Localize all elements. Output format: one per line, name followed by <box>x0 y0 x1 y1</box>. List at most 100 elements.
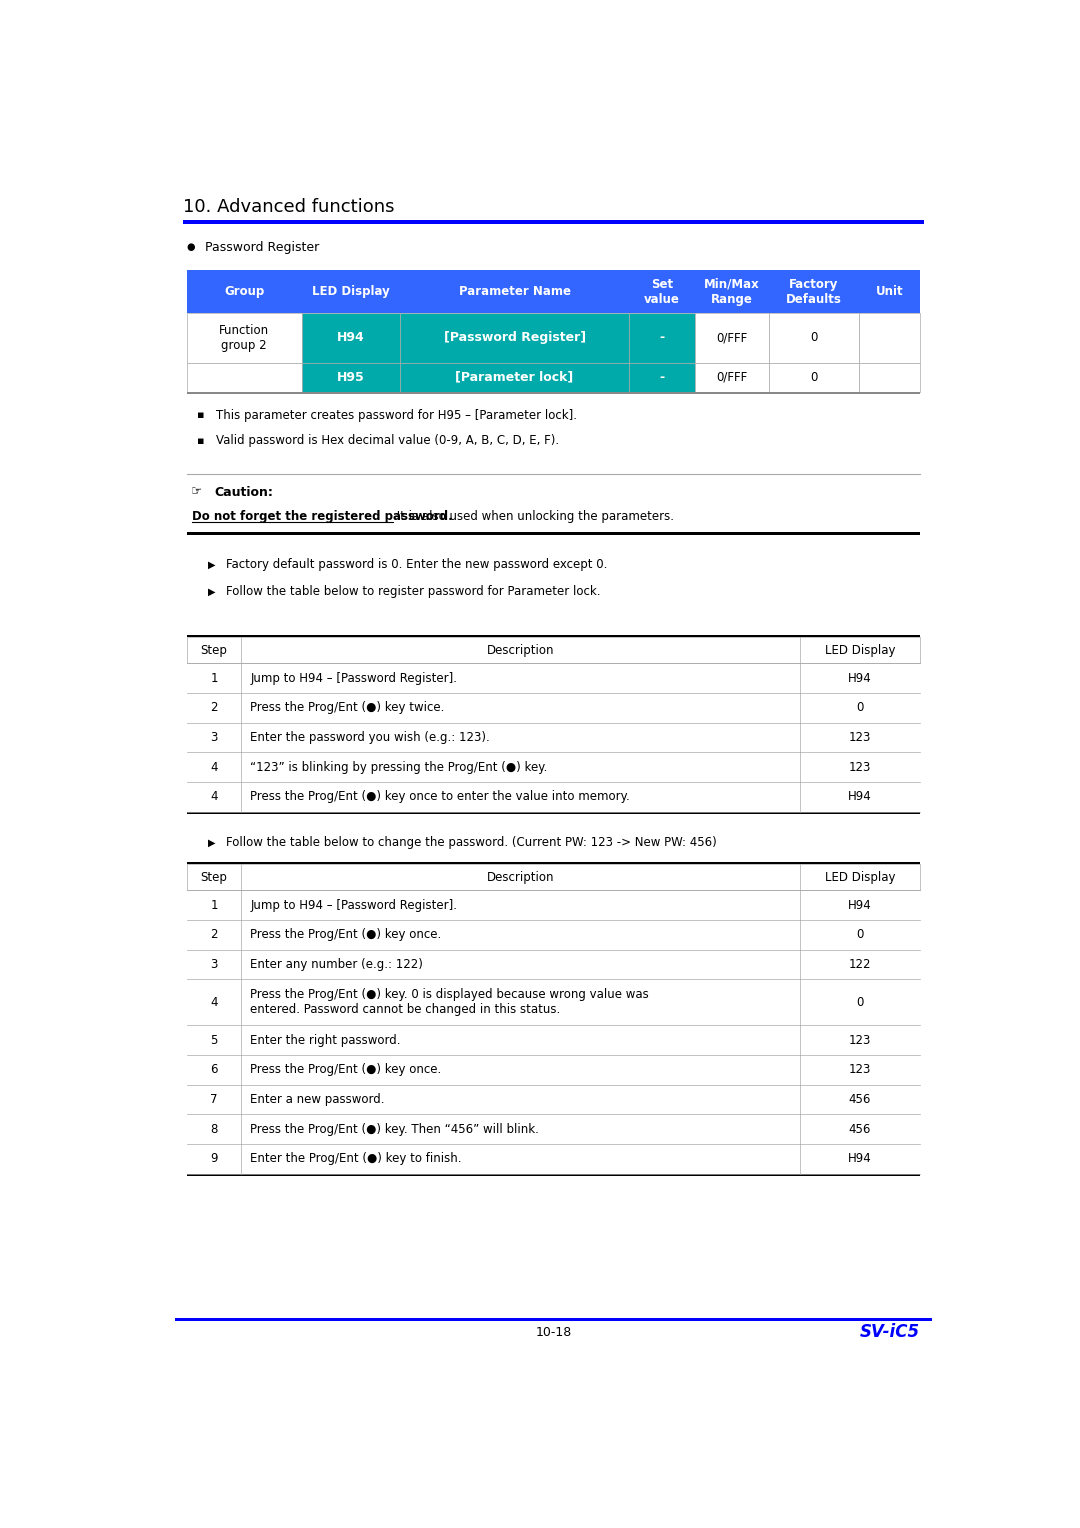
FancyBboxPatch shape <box>187 863 920 891</box>
Text: Description: Description <box>487 871 554 883</box>
FancyBboxPatch shape <box>187 811 920 813</box>
Text: Enter a new password.: Enter a new password. <box>251 1093 384 1106</box>
Text: ●: ● <box>187 243 195 252</box>
Text: H94: H94 <box>848 672 872 685</box>
Text: 123: 123 <box>849 1033 872 1047</box>
Text: 122: 122 <box>849 958 872 970</box>
Text: Min/Max
Range: Min/Max Range <box>704 278 759 306</box>
FancyBboxPatch shape <box>630 362 694 393</box>
Text: 0: 0 <box>856 996 864 1008</box>
Text: Factory default password is 0. Enter the new password except 0.: Factory default password is 0. Enter the… <box>226 558 607 571</box>
Text: 0/FFF: 0/FFF <box>716 332 747 344</box>
Text: H94: H94 <box>848 898 872 912</box>
Text: Press the Prog/Ent (●) key. 0 is displayed because wrong value was
entered. Pass: Press the Prog/Ent (●) key. 0 is display… <box>251 989 649 1016</box>
Text: 5: 5 <box>211 1033 218 1047</box>
Text: LED Display: LED Display <box>825 871 895 883</box>
FancyBboxPatch shape <box>769 313 859 362</box>
Text: 2: 2 <box>211 927 218 941</box>
Text: ▪: ▪ <box>197 435 204 446</box>
Text: “123” is blinking by pressing the Prog/Ent (●) key.: “123” is blinking by pressing the Prog/E… <box>251 761 548 773</box>
Text: H94: H94 <box>848 1152 872 1166</box>
Text: ▶: ▶ <box>207 559 215 570</box>
Text: 3: 3 <box>211 958 218 970</box>
Text: SV-iC5: SV-iC5 <box>860 1323 920 1342</box>
Text: Enter any number (e.g.: 122): Enter any number (e.g.: 122) <box>251 958 423 970</box>
Text: 456: 456 <box>849 1123 872 1135</box>
Text: 0: 0 <box>856 927 864 941</box>
Text: Follow the table below to change the password. (Current PW: 123 -> New PW: 456): Follow the table below to change the pas… <box>226 836 716 850</box>
FancyBboxPatch shape <box>301 362 400 393</box>
FancyBboxPatch shape <box>187 362 301 393</box>
FancyBboxPatch shape <box>187 270 920 272</box>
Text: Set
value: Set value <box>644 278 680 306</box>
Text: ▶: ▶ <box>207 837 215 848</box>
FancyBboxPatch shape <box>769 362 859 393</box>
FancyBboxPatch shape <box>187 313 301 362</box>
Text: ▶: ▶ <box>207 587 215 596</box>
Text: Enter the password you wish (e.g.: 123).: Enter the password you wish (e.g.: 123). <box>251 730 490 744</box>
FancyBboxPatch shape <box>630 313 694 362</box>
Text: [Password Register]: [Password Register] <box>444 332 585 344</box>
Text: 10. Advanced functions: 10. Advanced functions <box>183 199 394 217</box>
Text: 1: 1 <box>211 672 218 685</box>
Text: Step: Step <box>201 871 228 883</box>
Text: ☞: ☞ <box>191 486 202 498</box>
FancyBboxPatch shape <box>187 270 920 313</box>
Text: -: - <box>660 332 664 344</box>
FancyBboxPatch shape <box>187 532 920 535</box>
Text: Jump to H94 – [Password Register].: Jump to H94 – [Password Register]. <box>251 672 458 685</box>
Text: 0: 0 <box>810 332 818 344</box>
FancyBboxPatch shape <box>187 1174 920 1175</box>
Text: LED Display: LED Display <box>312 286 390 298</box>
Text: 3: 3 <box>211 730 218 744</box>
FancyBboxPatch shape <box>187 862 920 863</box>
Text: -: - <box>660 371 664 384</box>
Text: Press the Prog/Ent (●) key once.: Press the Prog/Ent (●) key once. <box>251 927 442 941</box>
Text: 6: 6 <box>211 1063 218 1076</box>
Text: 8: 8 <box>211 1123 218 1135</box>
Text: Press the Prog/Ent (●) key once to enter the value into memory.: Press the Prog/Ent (●) key once to enter… <box>251 790 631 804</box>
Text: 4: 4 <box>211 790 218 804</box>
Text: Password Register: Password Register <box>205 241 319 254</box>
Text: Factory
Defaults: Factory Defaults <box>785 278 841 306</box>
Text: 10-18: 10-18 <box>536 1326 571 1339</box>
Text: 9: 9 <box>211 1152 218 1166</box>
Text: 123: 123 <box>849 1063 872 1076</box>
FancyBboxPatch shape <box>183 220 924 225</box>
Text: Jump to H94 – [Password Register].: Jump to H94 – [Password Register]. <box>251 898 458 912</box>
Text: 4: 4 <box>211 761 218 773</box>
Text: 0: 0 <box>856 701 864 715</box>
Text: Unit: Unit <box>876 286 903 298</box>
Text: Parameter Name: Parameter Name <box>459 286 570 298</box>
Text: It is also used when unlocking the parameters.: It is also used when unlocking the param… <box>393 510 674 523</box>
FancyBboxPatch shape <box>175 1317 932 1322</box>
Text: Do not forget the registered password.: Do not forget the registered password. <box>192 510 454 523</box>
Text: This parameter creates password for H95 – [Parameter lock].: This parameter creates password for H95 … <box>216 408 577 422</box>
Text: Group: Group <box>225 286 265 298</box>
Text: Press the Prog/Ent (●) key once.: Press the Prog/Ent (●) key once. <box>251 1063 442 1076</box>
Text: Press the Prog/Ent (●) key twice.: Press the Prog/Ent (●) key twice. <box>251 701 445 715</box>
Text: 123: 123 <box>849 730 872 744</box>
FancyBboxPatch shape <box>187 393 920 394</box>
Text: H94: H94 <box>848 790 872 804</box>
FancyBboxPatch shape <box>187 636 920 637</box>
Text: 456: 456 <box>849 1093 872 1106</box>
Text: ▪: ▪ <box>197 410 204 420</box>
Text: Function
group 2: Function group 2 <box>219 324 269 351</box>
Text: LED Display: LED Display <box>825 643 895 657</box>
FancyBboxPatch shape <box>859 362 920 393</box>
FancyBboxPatch shape <box>301 313 400 362</box>
Text: 123: 123 <box>849 761 872 773</box>
Text: Press the Prog/Ent (●) key. Then “456” will blink.: Press the Prog/Ent (●) key. Then “456” w… <box>251 1123 539 1135</box>
FancyBboxPatch shape <box>694 362 769 393</box>
Text: Valid password is Hex decimal value (0-9, A, B, C, D, E, F).: Valid password is Hex decimal value (0-9… <box>216 434 558 448</box>
Text: 2: 2 <box>211 701 218 715</box>
Text: 1: 1 <box>211 898 218 912</box>
Text: 0: 0 <box>810 371 818 384</box>
Text: Description: Description <box>487 643 554 657</box>
Text: Caution:: Caution: <box>214 486 273 498</box>
Text: 7: 7 <box>211 1093 218 1106</box>
Text: H94: H94 <box>337 332 365 344</box>
Text: Follow the table below to register password for Parameter lock.: Follow the table below to register passw… <box>226 585 600 597</box>
Text: 4: 4 <box>211 996 218 1008</box>
